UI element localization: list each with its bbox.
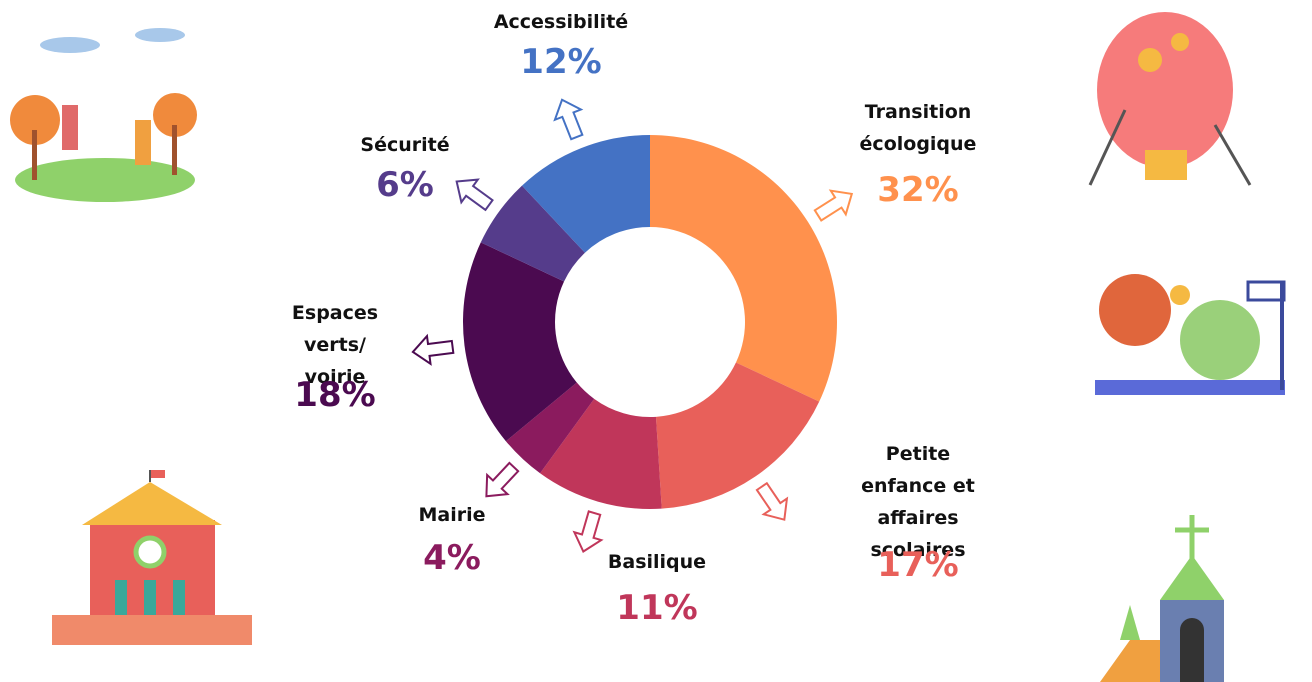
value-label: 12% [481, 42, 641, 82]
value-label: 6% [325, 165, 485, 205]
value-label: 17% [838, 545, 998, 585]
illustration-sport [1095, 274, 1285, 395]
category-label: Sécurité [345, 129, 465, 161]
category-label: Transition écologique [848, 96, 988, 160]
infographic: Transition écologique32%Petite enfance e… [0, 0, 1312, 682]
arrow [549, 95, 590, 142]
illustration-park [10, 28, 197, 202]
illustration-bulb [1090, 12, 1250, 185]
value-label: 4% [372, 538, 532, 578]
arrow [750, 479, 796, 528]
value-label: 11% [577, 588, 737, 628]
category-label: Basilique [577, 546, 737, 578]
donut-segment [650, 135, 837, 402]
category-label: Accessibilité [481, 6, 641, 38]
category-label: Mairie [392, 499, 512, 531]
arrow [411, 333, 454, 366]
value-label: 18% [255, 375, 415, 415]
illustration-church [1100, 515, 1224, 682]
value-label: 32% [838, 170, 998, 210]
chart [0, 0, 1312, 682]
illustration-town-hall [52, 470, 252, 645]
